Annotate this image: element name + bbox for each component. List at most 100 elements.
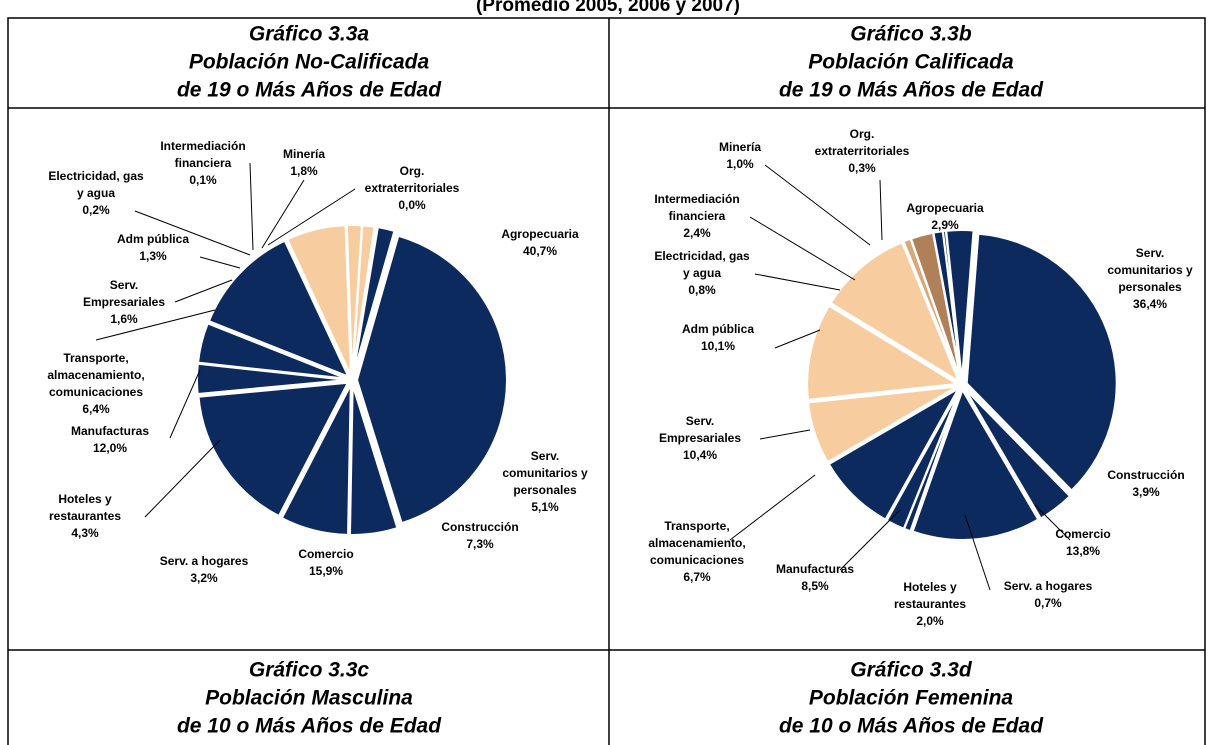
slice-value: 0,7% <box>1034 596 1062 610</box>
leader-line <box>1034 504 1071 541</box>
slice-value: 36,4% <box>1133 297 1167 311</box>
pie-slice <box>964 388 1072 520</box>
slice-label: restaurantes <box>894 597 966 611</box>
slice-label: Electricidad, gas <box>654 249 750 263</box>
slice-value: 40,7% <box>523 244 557 258</box>
slice-value: 1,6% <box>110 312 138 326</box>
pie-slice <box>911 387 1040 541</box>
slice-label: Org. <box>850 127 875 141</box>
slice-label: Serv. <box>531 449 559 463</box>
leader-line <box>879 179 883 241</box>
leader-line <box>754 273 841 291</box>
slice-value: 6,7% <box>683 570 711 584</box>
slice-value: 8,5% <box>801 579 829 593</box>
leader-line <box>267 188 356 246</box>
section-title: Población Masculina <box>205 687 413 710</box>
table-border <box>7 17 1206 745</box>
chart-title: de 19 o Más Años de Edad <box>779 79 1044 102</box>
slice-label: Serv. <box>110 278 138 292</box>
slice-value: 1,0% <box>726 157 754 171</box>
slice-value: 0,0% <box>398 198 426 212</box>
pie-slice <box>965 232 1118 492</box>
leader-line <box>144 439 221 518</box>
slice-label: comunitarios y <box>502 466 588 480</box>
leader-line <box>759 429 811 440</box>
slice-value: 1,3% <box>139 249 167 263</box>
pie-slice <box>829 241 961 384</box>
slice-label: Comercio <box>298 547 353 561</box>
slice-label: Adm pública <box>682 322 754 336</box>
slice-label: personales <box>1118 280 1182 294</box>
slice-label: Comercio <box>1055 527 1110 541</box>
slice-label: Minería <box>719 140 761 154</box>
slice-value: 6,4% <box>82 402 110 416</box>
slice-label: Transporte, <box>63 351 128 365</box>
leader-line <box>964 514 991 591</box>
pie-slice <box>196 362 348 396</box>
slice-label: Empresariales <box>83 295 165 309</box>
slice-label: financiera <box>669 209 726 223</box>
section-title: de 10 o Más Años de Edad <box>779 715 1044 738</box>
slice-label: financiera <box>175 156 232 170</box>
slice-value: 15,9% <box>309 564 343 578</box>
slice-value: 2,4% <box>683 226 711 240</box>
subtitle: (Promedio 2005, 2006 y 2007) <box>476 0 740 16</box>
pie-slice <box>806 385 958 464</box>
slice-value: 2,0% <box>916 614 944 628</box>
pie-slice <box>207 239 351 379</box>
slice-value: 12,0% <box>93 441 127 455</box>
slice-label: almacenamiento, <box>47 368 144 382</box>
leader-line <box>134 210 251 256</box>
slice-label: Agropecuaria <box>501 227 579 241</box>
slice-label: Agropecuaria <box>906 201 984 215</box>
slice-label: Adm pública <box>117 232 189 246</box>
leader-line <box>774 329 821 349</box>
slice-value: 10,1% <box>701 339 735 353</box>
slice-value: 2,9% <box>931 218 959 232</box>
leader-line <box>729 474 816 541</box>
slice-label: y agua <box>77 186 115 200</box>
pie-slice <box>355 234 508 525</box>
chart-title: Gráfico 3.3b <box>850 23 972 46</box>
pie-slice <box>827 385 962 521</box>
slice-label: comunitarios y <box>1107 263 1193 277</box>
leader-line <box>199 256 241 269</box>
slice-label: Intermediación <box>160 139 245 153</box>
slice-label: y agua <box>683 266 721 280</box>
leader-line <box>839 509 901 571</box>
pie-slice <box>280 384 352 536</box>
pie-slice <box>806 304 961 401</box>
slice-label: Org. <box>400 164 425 178</box>
slice-value: 5,1% <box>531 500 559 514</box>
slice-label: Serv. a hogares <box>160 554 249 568</box>
chart-title: de 19 o Más Años de Edad <box>177 79 442 102</box>
chart-title: Población Calificada <box>808 51 1014 74</box>
pie-slice <box>196 322 348 380</box>
slice-label: Minería <box>283 147 325 161</box>
section-title: Gráfico 3.3c <box>249 659 370 682</box>
slice-value: 0,2% <box>82 203 110 217</box>
slice-value: 7,3% <box>466 537 494 551</box>
slice-label: comunicaciones <box>49 385 143 399</box>
leader-line <box>749 216 856 281</box>
slice-label: personales <box>513 483 577 497</box>
slice-label: extraterritoriales <box>365 181 460 195</box>
slice-label: Serv. <box>1136 246 1164 260</box>
leader-line <box>95 309 216 341</box>
slice-value: 4,3% <box>71 526 99 540</box>
slice-label: Electricidad, gas <box>48 169 144 183</box>
pie-slice <box>348 384 399 536</box>
slice-label: Manufacturas <box>71 424 149 438</box>
slice-label: Hoteles y <box>58 492 112 506</box>
slice-value: 0,1% <box>189 173 217 187</box>
pie-slice <box>285 224 352 376</box>
leader-line <box>261 179 305 249</box>
slice-label: Empresariales <box>659 431 741 445</box>
slice-value: 10,4% <box>683 448 717 462</box>
slice-label: Serv. a hogares <box>1004 579 1093 593</box>
slice-label: Serv. <box>686 414 714 428</box>
leader-line <box>764 164 871 246</box>
pie-slice <box>941 229 963 381</box>
leader-line <box>249 162 254 251</box>
